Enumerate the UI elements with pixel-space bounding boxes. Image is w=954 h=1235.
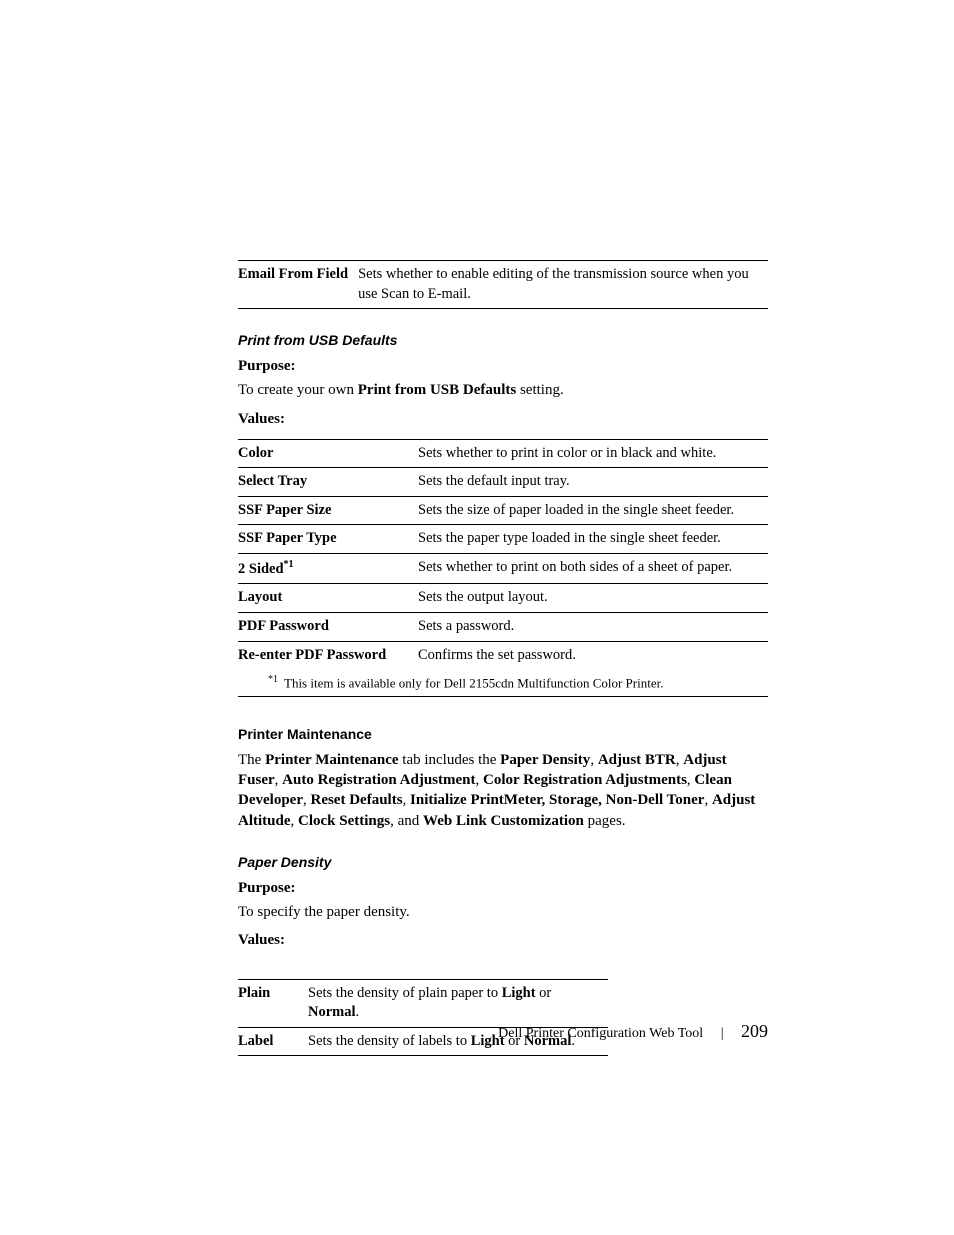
footer-divider: | (721, 1026, 724, 1041)
usb-defaults-table: ColorSets whether to print in color or i… (238, 439, 768, 697)
purpose-text: To create your own Print from USB Defaul… (238, 380, 768, 400)
row-key: Color (238, 439, 418, 468)
row-key: Layout (238, 584, 418, 613)
t: , (476, 772, 484, 788)
b: Adjust BTR (598, 752, 676, 768)
values-label: Values: (238, 930, 768, 950)
row-key: Email From Field (238, 261, 358, 309)
purpose-label: Purpose: (238, 878, 768, 898)
t: , (403, 792, 411, 808)
footer-title: Dell Printer Configuration Web Tool (498, 1026, 703, 1041)
row-val: Confirms the set password. (418, 641, 768, 669)
section-heading-maintenance: Printer Maintenance (238, 725, 768, 744)
text: setting. (516, 382, 564, 398)
email-from-table: Email From Field Sets whether to enable … (238, 260, 768, 309)
table-row: PlainSets the density of plain paper to … (238, 979, 608, 1027)
footnote-text: This item is available only for Dell 215… (284, 675, 663, 690)
footnote-marker: *1 (268, 674, 278, 685)
row-key: SSF Paper Type (238, 525, 418, 554)
table-row: Select TraySets the default input tray. (238, 468, 768, 497)
section-heading-usb: Print from USB Defaults (238, 331, 768, 350)
b: Auto Registration Adjustment (282, 772, 475, 788)
b: Paper Density (500, 752, 590, 768)
row-val: Sets the paper type loaded in the single… (418, 525, 768, 554)
t: pages. (584, 813, 626, 829)
row-key: Plain (238, 979, 308, 1027)
text-bold: Print from USB Defaults (358, 382, 516, 398)
row-key: PDF Password (238, 612, 418, 641)
b: Reset Defaults (310, 792, 402, 808)
text: To create your own (238, 382, 358, 398)
b: Printer Maintenance (265, 752, 398, 768)
maintenance-paragraph: The Printer Maintenance tab includes the… (238, 750, 768, 831)
row-key: Select Tray (238, 468, 418, 497)
purpose-label: Purpose: (238, 356, 768, 376)
values-label: Values: (238, 409, 768, 429)
row-val: Sets a password. (418, 612, 768, 641)
section-heading-density: Paper Density (238, 853, 768, 872)
b: Initialize PrintMeter, Storage, Non-Dell… (410, 792, 704, 808)
t: , and (390, 813, 423, 829)
density-table: PlainSets the density of plain paper to … (238, 979, 608, 1057)
purpose-text: To specify the paper density. (238, 902, 768, 922)
page-footer: Dell Printer Configuration Web Tool | 20… (238, 1021, 768, 1042)
row-key: SSF Paper Size (238, 496, 418, 525)
table-row: SSF Paper TypeSets the paper type loaded… (238, 525, 768, 554)
table-row: 2 Sided*1Sets whether to print on both s… (238, 554, 768, 584)
table-row: SSF Paper SizeSets the size of paper loa… (238, 496, 768, 525)
page-number: 209 (741, 1021, 768, 1041)
row-val: Sets the default input tray. (418, 468, 768, 497)
table-footnote: *1 This item is available only for Dell 2… (238, 669, 768, 696)
row-val: Sets whether to print in color or in bla… (418, 439, 768, 468)
page-content: Email From Field Sets whether to enable … (238, 260, 768, 1060)
row-val: Sets whether to enable editing of the tr… (358, 261, 768, 309)
t: tab includes the (399, 752, 501, 768)
t: The (238, 752, 265, 768)
table-row: Email From Field Sets whether to enable … (238, 261, 768, 309)
t: , (704, 792, 712, 808)
row-val: Sets the density of plain paper to Light… (308, 979, 608, 1027)
b: Clock Settings (298, 813, 390, 829)
t: , (291, 813, 299, 829)
table-row: ColorSets whether to print in color or i… (238, 439, 768, 468)
t: , (590, 752, 598, 768)
table-row: LayoutSets the output layout. (238, 584, 768, 613)
b: Color Registration Adjustments (483, 772, 687, 788)
b: Web Link Customization (423, 813, 584, 829)
row-key: Re-enter PDF Password (238, 641, 418, 669)
table-row: Re-enter PDF PasswordConfirms the set pa… (238, 641, 768, 669)
row-val: Sets the size of paper loaded in the sin… (418, 496, 768, 525)
table-row: PDF PasswordSets a password. (238, 612, 768, 641)
row-key: 2 Sided*1 (238, 554, 418, 584)
row-val: Sets whether to print on both sides of a… (418, 554, 768, 584)
row-val: Sets the output layout. (418, 584, 768, 613)
